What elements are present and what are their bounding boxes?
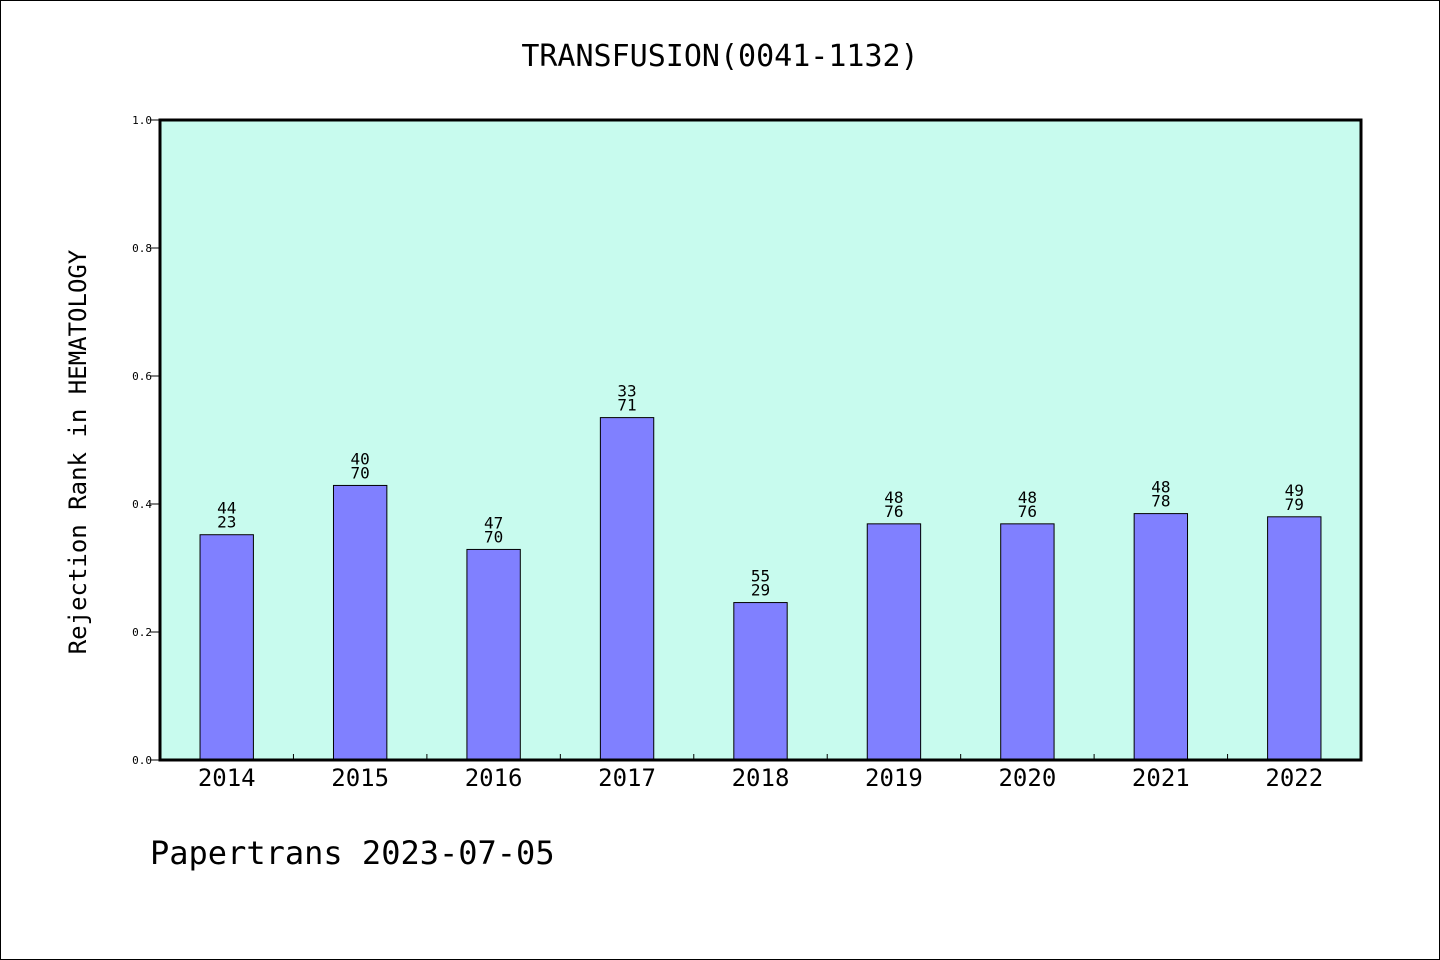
x-axis-ticks: 2014 2015 2016 2017 2018 2019 2020 2021 2022: [198, 754, 1323, 792]
bar-label-bottom: 23: [217, 513, 236, 532]
bar-label-top: 33: [617, 382, 636, 401]
bar-label-top: 55: [751, 567, 770, 586]
bar-label-bottom: 79: [1285, 495, 1304, 514]
bar-label-top: 49: [1285, 481, 1304, 500]
bar-label-bottom: 29: [751, 581, 770, 600]
bar-2016: [466, 548, 521, 761]
chart-title: TRANSFUSION(0041-1132): [521, 39, 918, 74]
bar-label-bottom: 70: [351, 463, 370, 482]
y-axis-ticks: 0.0 0.2 0.4 0.6 0.8 1.0: [132, 114, 160, 767]
x-tick-label: 2014: [198, 764, 256, 792]
bar-2017: [599, 417, 655, 761]
bar-label-top: 48: [1018, 488, 1037, 507]
bar-label-bottom: 71: [617, 396, 636, 415]
x-tick-label: 2022: [1265, 764, 1323, 792]
bar-2022: [1267, 516, 1322, 761]
bar-label-top: 48: [884, 488, 903, 507]
bar-label-bottom: 76: [1018, 502, 1037, 521]
x-tick-label: 2019: [865, 764, 923, 792]
bar-2018: [733, 602, 788, 761]
bar-label-bottom: 76: [884, 502, 903, 521]
y-tick-label: 0.6: [132, 370, 152, 383]
x-tick-label: 2017: [598, 764, 656, 792]
x-tick-label: 2018: [732, 764, 790, 792]
y-tick-label: 0.0: [132, 754, 152, 767]
bar-label-bottom: 78: [1151, 492, 1170, 511]
x-tick-label: 2016: [465, 764, 523, 792]
y-tick-label: 0.8: [132, 242, 152, 255]
footer-text: Papertrans 2023-07-05: [150, 834, 555, 872]
bar-label-bottom: 70: [484, 527, 503, 546]
y-tick-label: 0.2: [132, 626, 152, 639]
x-tick-label: 2021: [1132, 764, 1190, 792]
y-tick-label: 0.4: [132, 498, 152, 511]
bar-series: [199, 417, 1322, 761]
bar-label-top: 47: [484, 513, 503, 532]
bar-2019: [866, 523, 922, 761]
bar-2014: [199, 534, 254, 761]
y-tick-label: 1.0: [132, 114, 152, 127]
x-tick-label: 2020: [998, 764, 1056, 792]
bar-2021: [1133, 513, 1189, 761]
plot-border: [158, 118, 1363, 762]
bar-2015: [332, 484, 388, 761]
y-axis-label: Rejection Rank in HEMATOLOGY: [64, 249, 92, 654]
bar-label-top: 48: [1151, 478, 1170, 497]
bar-2020: [1000, 523, 1055, 761]
bar-label-top: 40: [351, 449, 370, 468]
bar-label-top: 44: [217, 499, 236, 518]
x-tick-label: 2015: [331, 764, 389, 792]
